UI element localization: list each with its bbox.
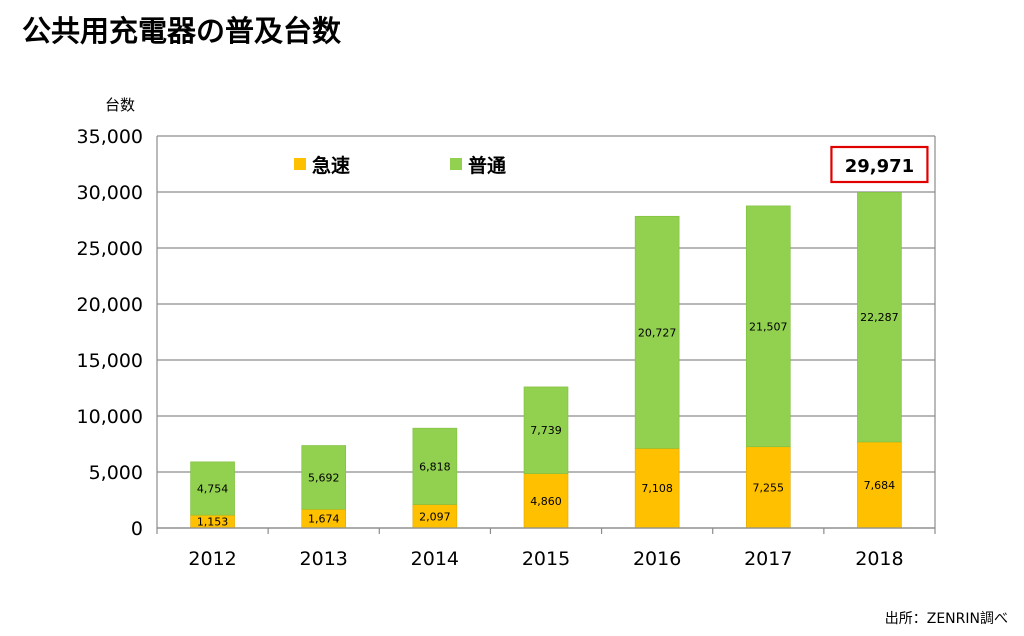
legend-swatch bbox=[450, 158, 462, 170]
bar-segment bbox=[523, 386, 569, 474]
total-annotation: 29,971 bbox=[830, 145, 929, 184]
legend-label: 普通 bbox=[468, 154, 507, 177]
legend: 急速 普通 bbox=[282, 148, 527, 182]
x-tick-label: 2017 bbox=[744, 548, 792, 570]
data-label: 7,255 bbox=[753, 481, 785, 494]
bar-segment bbox=[190, 461, 235, 516]
y-tick-label: 35,000 bbox=[77, 126, 143, 148]
y-tick-label: 0 bbox=[131, 518, 143, 540]
bar-segment bbox=[634, 448, 680, 529]
x-tick-label: 2016 bbox=[633, 548, 681, 570]
data-label: 1,674 bbox=[308, 513, 340, 526]
data-label: 4,754 bbox=[197, 482, 229, 495]
y-tick-label: 15,000 bbox=[77, 350, 143, 372]
data-label: 22,287 bbox=[860, 311, 899, 324]
x-tick-label: 2018 bbox=[855, 548, 903, 570]
y-tick-label: 20,000 bbox=[77, 294, 143, 316]
x-tick-label: 2013 bbox=[300, 548, 348, 570]
source-note: 出所：ZENRIN調べ bbox=[884, 611, 1008, 627]
data-label: 1,153 bbox=[197, 516, 229, 529]
data-label: 4,860 bbox=[530, 495, 562, 508]
data-label: 20,727 bbox=[638, 326, 677, 339]
x-axis: 2012 2013 2014 2015 2016 2017 2018 bbox=[156, 527, 936, 570]
total-annotation-box bbox=[830, 145, 929, 184]
bar-segment bbox=[857, 192, 902, 443]
data-label: 7,739 bbox=[530, 424, 562, 437]
bar-segment bbox=[634, 215, 680, 449]
y-tick-label: 25,000 bbox=[77, 238, 143, 260]
bar-segment bbox=[857, 441, 902, 529]
data-label: 21,507 bbox=[749, 320, 788, 333]
x-tick-label: 2014 bbox=[411, 548, 459, 570]
data-label: 7,108 bbox=[641, 482, 673, 495]
y-tick-label: 30,000 bbox=[77, 182, 143, 204]
bar-segment bbox=[745, 205, 791, 448]
legend-background bbox=[282, 148, 527, 182]
data-label: 5,692 bbox=[308, 471, 340, 484]
y-tick-label: 10,000 bbox=[77, 406, 143, 428]
data-label: 7,684 bbox=[864, 479, 896, 492]
y-axis-label: 台数 bbox=[105, 96, 135, 114]
y-axis: 0 5,000 10,000 15,000 20,000 25,000 30,000 35,0… bbox=[77, 96, 936, 540]
data-label: 2,097 bbox=[419, 510, 451, 523]
y-tick-label: 5,000 bbox=[89, 462, 143, 484]
legend-swatch bbox=[294, 158, 306, 170]
chart-title: 公共用充電器の普及台数 bbox=[22, 14, 342, 48]
bar-segment bbox=[412, 427, 458, 505]
data-label: 6,818 bbox=[419, 460, 451, 473]
x-tick-label: 2015 bbox=[522, 548, 570, 570]
bar-segment bbox=[745, 446, 791, 529]
x-tick-label: 2012 bbox=[188, 548, 236, 570]
legend-label: 急速 bbox=[312, 154, 350, 177]
total-annotation-text: 29,971 bbox=[845, 156, 914, 177]
bar-segment bbox=[301, 445, 347, 510]
bars: 1,153 4,754 1,674 5,692 2,097 6,818 4,860 7,739… bbox=[190, 192, 902, 529]
